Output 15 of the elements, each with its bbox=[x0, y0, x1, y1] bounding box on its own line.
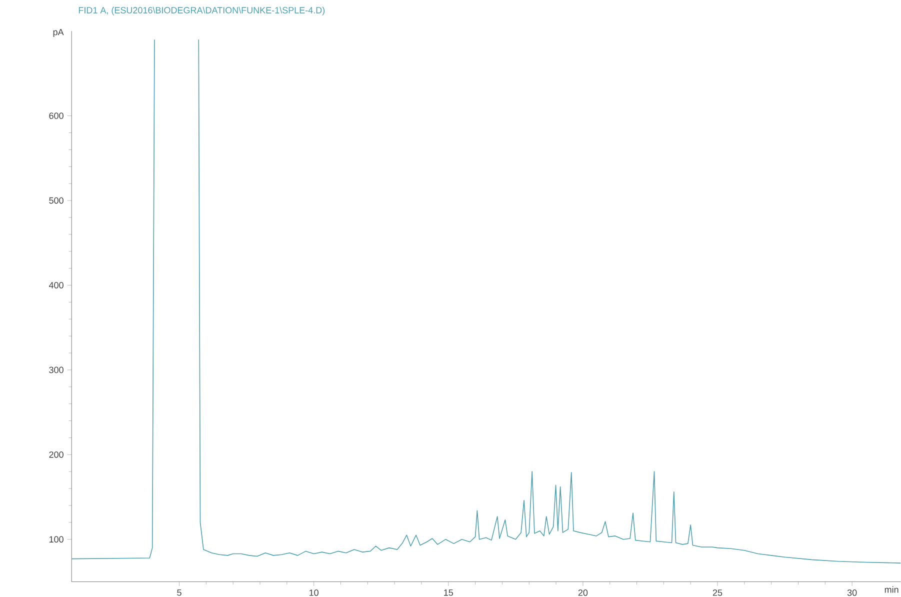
x-axis-title: min bbox=[884, 586, 898, 593]
x-tick-label: 15 bbox=[444, 590, 454, 596]
x-tick-label: 5 bbox=[177, 590, 182, 596]
y-tick-label: 100 bbox=[49, 536, 64, 543]
chart-title: FID1 A, (ESU2016\BIODEGRA\DATION\FUNKE-1\SPLE-4.D) bbox=[78, 6, 325, 16]
y-tick-label: 400 bbox=[48, 282, 64, 288]
y-axis-title: pA bbox=[53, 28, 64, 38]
x-tick-label: 25 bbox=[712, 589, 722, 596]
x-tick-label: 30 bbox=[847, 589, 857, 596]
x-tick-label: 10 bbox=[310, 589, 318, 596]
y-tick-label: 200 bbox=[49, 451, 64, 458]
y-tick-label: 600 bbox=[49, 112, 64, 119]
y-tick-label: 300 bbox=[49, 366, 64, 374]
y-tick-label: 500 bbox=[49, 197, 64, 204]
x-tick-label: 20 bbox=[578, 589, 588, 596]
